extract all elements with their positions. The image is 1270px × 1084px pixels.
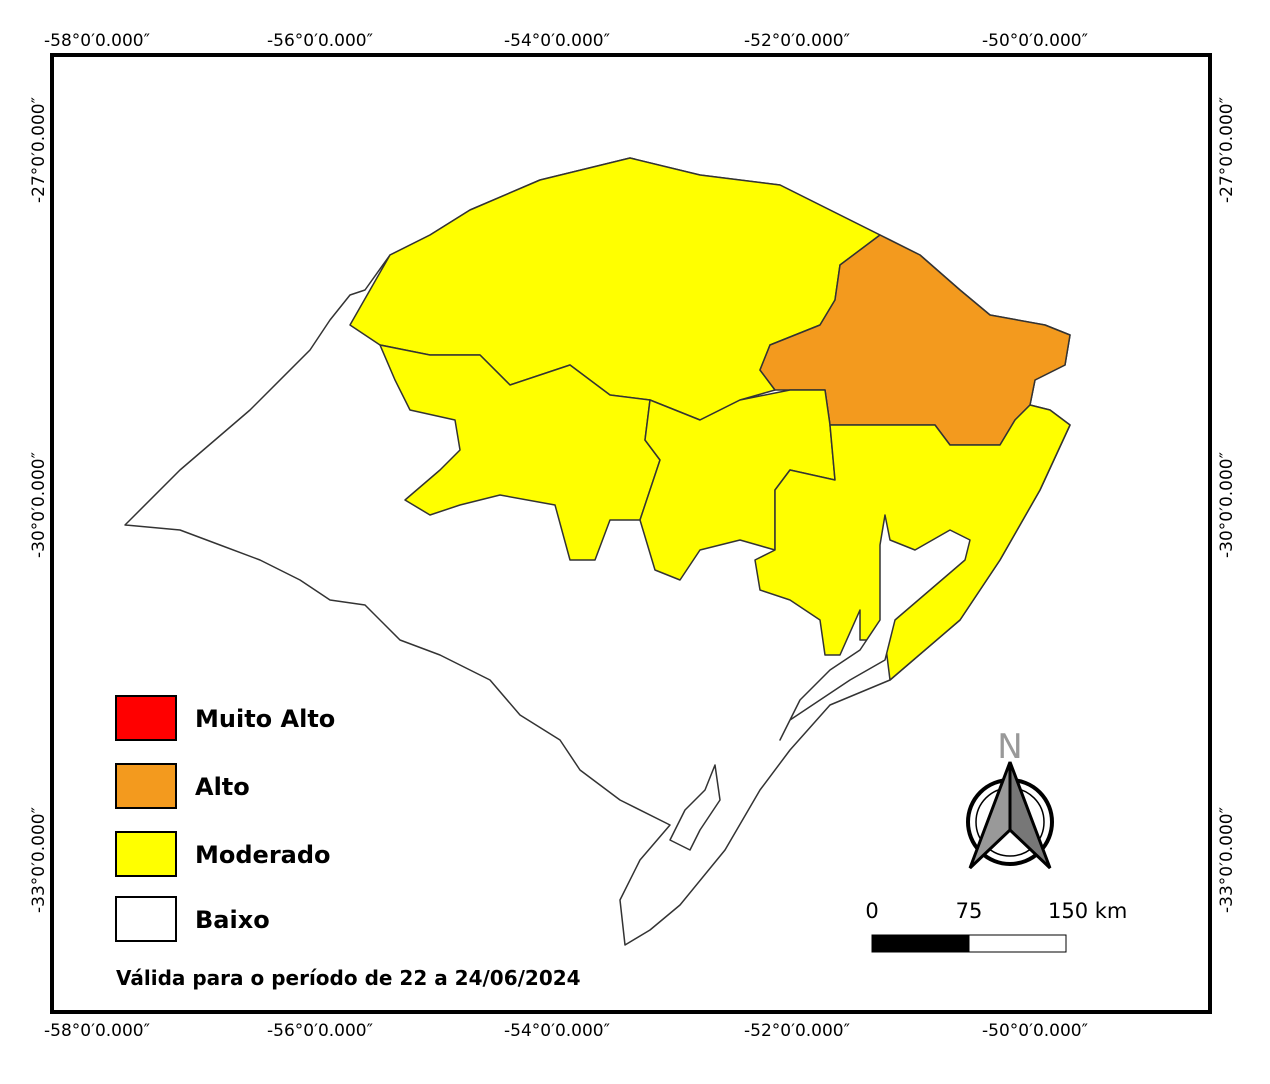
- legend-label: Moderado: [195, 841, 331, 869]
- latitude-label: -30°0′0.000″: [29, 452, 49, 558]
- legend-label: Baixo: [195, 906, 270, 934]
- lagoon: [779, 514, 971, 741]
- legend-swatch: [115, 695, 177, 741]
- scale-bar: [968, 934, 1067, 953]
- validity-note: Válida para o período de 22 a 24/06/2024: [116, 966, 581, 990]
- scale-label: 150 km: [1048, 899, 1127, 923]
- region-west-center: [379, 344, 661, 561]
- scale-label: 75: [956, 899, 983, 923]
- longitude-label: -52°0′0.000″: [744, 1021, 850, 1041]
- longitude-label: -54°0′0.000″: [504, 1021, 610, 1041]
- longitude-label: -52°0′0.000″: [744, 31, 850, 51]
- north-label: N: [997, 727, 1022, 767]
- longitude-label: -56°0′0.000″: [267, 31, 373, 51]
- longitude-label: -56°0′0.000″: [267, 1021, 373, 1041]
- longitude-label: -58°0′0.000″: [44, 31, 150, 51]
- longitude-label: -54°0′0.000″: [504, 31, 610, 51]
- longitude-label: -50°0′0.000″: [982, 1021, 1088, 1041]
- latitude-label: -33°0′0.000″: [29, 807, 49, 913]
- latitude-label: -30°0′0.000″: [1217, 452, 1237, 558]
- longitude-label: -50°0′0.000″: [982, 31, 1088, 51]
- legend-swatch: [115, 831, 177, 877]
- legend-swatch: [115, 763, 177, 809]
- lagoon: [669, 764, 721, 851]
- north-arrow: N: [966, 727, 1054, 870]
- longitude-label: -58°0′0.000″: [44, 1021, 150, 1041]
- legend-swatch: [115, 896, 177, 942]
- scale-bar: [871, 934, 970, 953]
- latitude-label: -27°0′0.000″: [1217, 97, 1237, 203]
- legend-label: Alto: [195, 773, 250, 801]
- scale-label: 0: [865, 899, 878, 923]
- latitude-label: -27°0′0.000″: [29, 97, 49, 203]
- legend-label: Muito Alto: [195, 705, 335, 733]
- latitude-label: -33°0′0.000″: [1217, 807, 1237, 913]
